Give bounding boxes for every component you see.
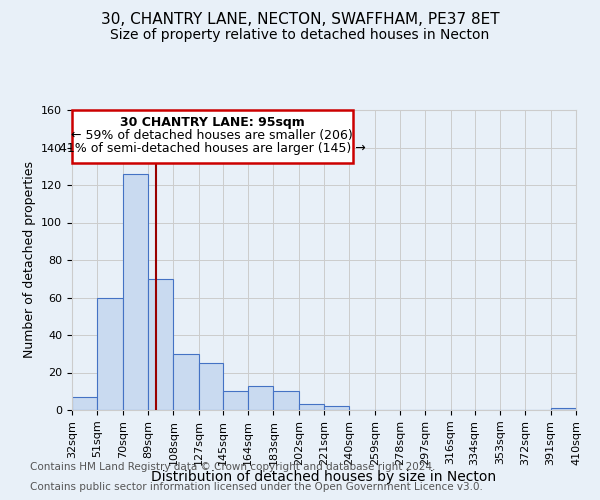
Y-axis label: Number of detached properties: Number of detached properties [23, 162, 35, 358]
Text: Size of property relative to detached houses in Necton: Size of property relative to detached ho… [110, 28, 490, 42]
Text: Contains public sector information licensed under the Open Government Licence v3: Contains public sector information licen… [30, 482, 483, 492]
Text: ← 59% of detached houses are smaller (206): ← 59% of detached houses are smaller (20… [71, 128, 353, 142]
Bar [274, 391, 299, 410]
Bar [72, 110, 353, 162]
Text: 30, CHANTRY LANE, NECTON, SWAFFHAM, PE37 8ET: 30, CHANTRY LANE, NECTON, SWAFFHAM, PE37… [101, 12, 499, 28]
Bar [551, 408, 576, 410]
Bar [248, 386, 274, 410]
Bar [97, 298, 122, 410]
Bar [72, 397, 97, 410]
Bar [324, 406, 349, 410]
Text: Contains HM Land Registry data © Crown copyright and database right 2024.: Contains HM Land Registry data © Crown c… [30, 462, 436, 472]
Bar [223, 391, 248, 410]
Text: 41% of semi-detached houses are larger (145) →: 41% of semi-detached houses are larger (… [59, 142, 365, 155]
Bar [122, 174, 148, 410]
Bar [173, 354, 199, 410]
Bar [199, 363, 223, 410]
X-axis label: Distribution of detached houses by size in Necton: Distribution of detached houses by size … [151, 470, 497, 484]
Text: 30 CHANTRY LANE: 95sqm: 30 CHANTRY LANE: 95sqm [119, 116, 304, 128]
Bar [299, 404, 324, 410]
Bar [148, 279, 173, 410]
